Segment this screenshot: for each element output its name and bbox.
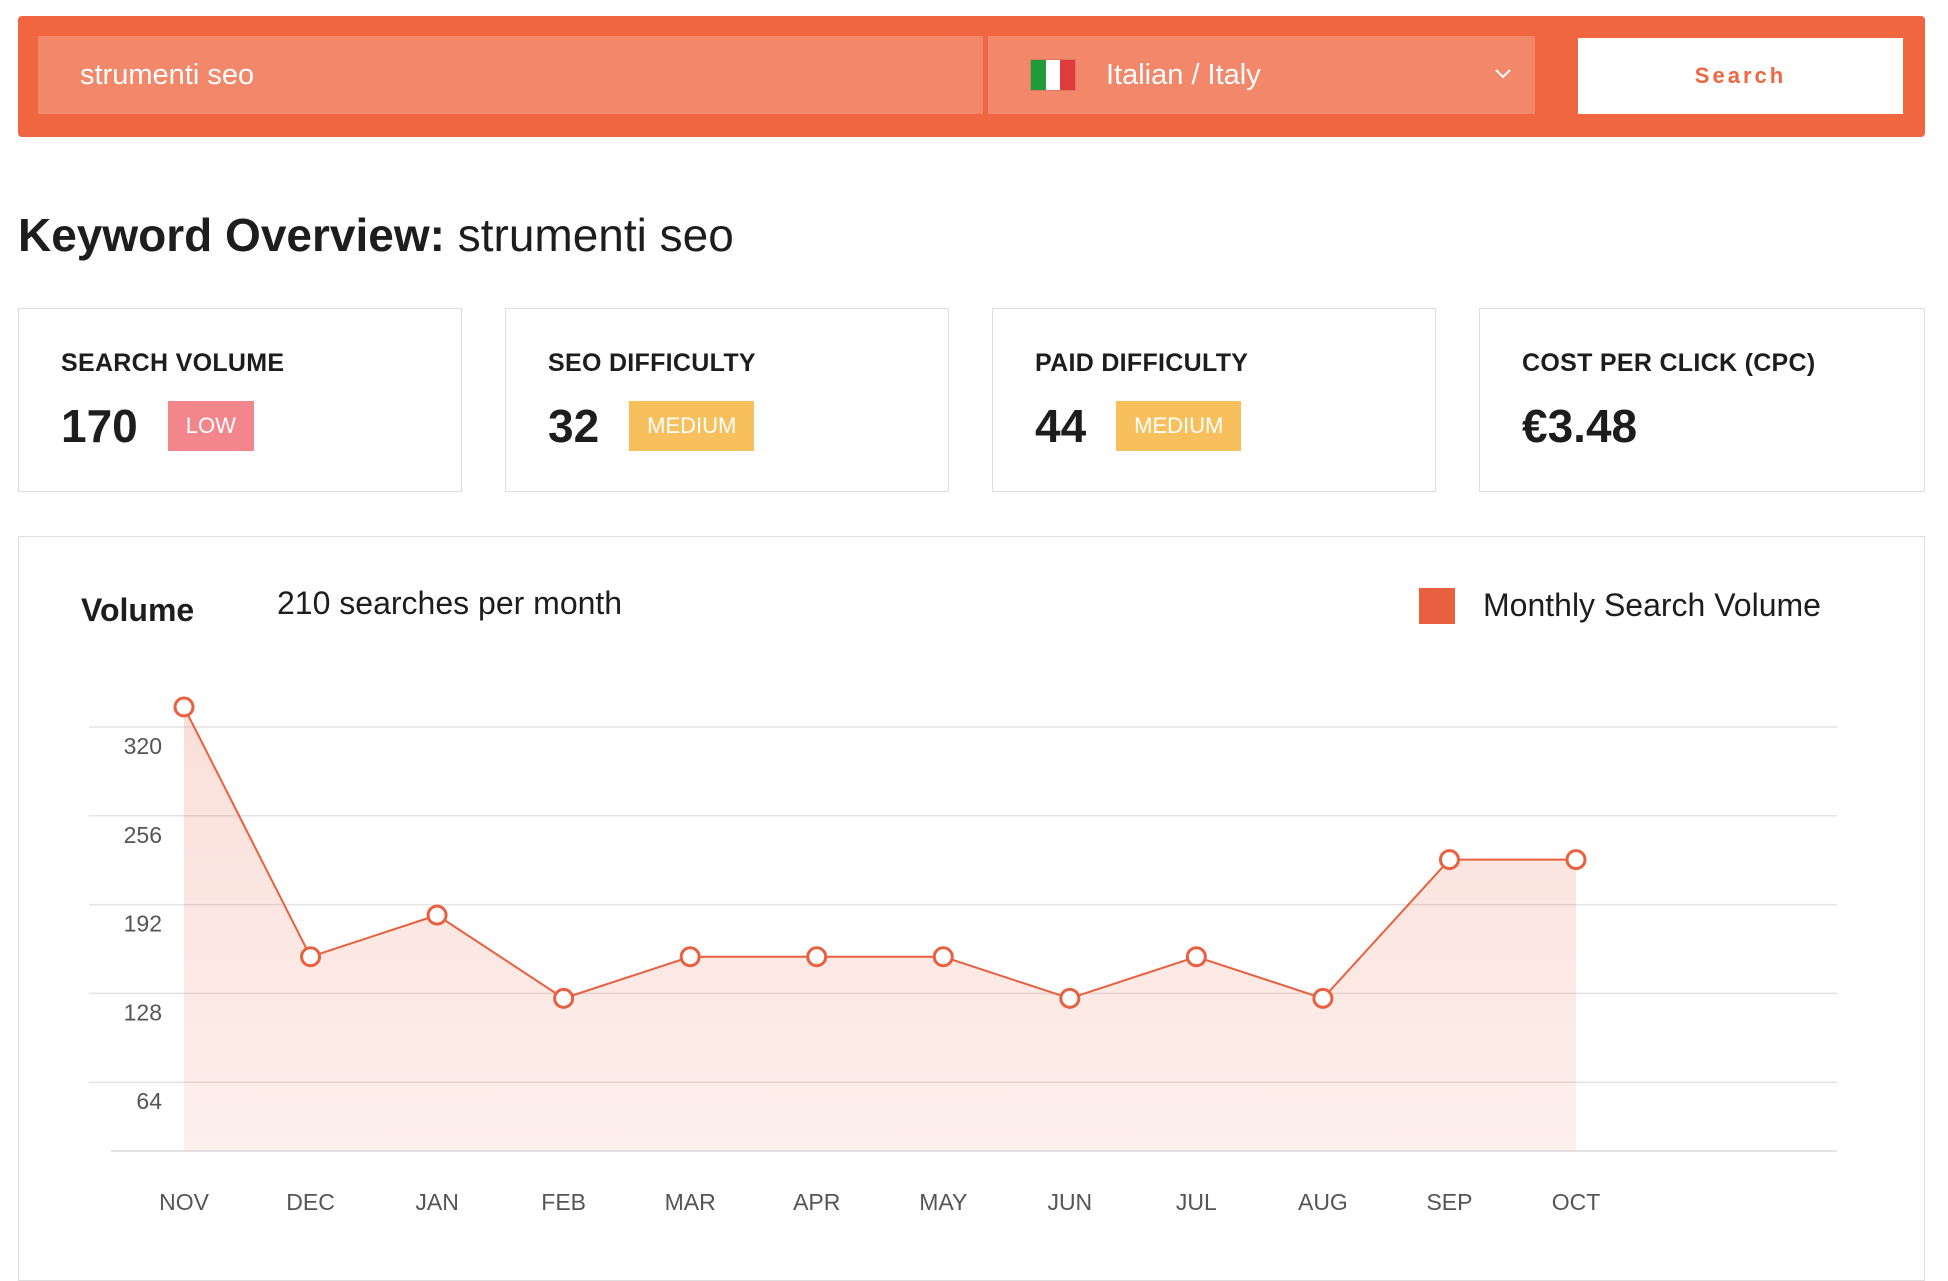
keyword-input[interactable] bbox=[38, 36, 983, 114]
metric-value: 32 bbox=[548, 400, 600, 452]
volume-chart-card: Volume 210 searches per month Monthly Se… bbox=[18, 536, 1925, 1281]
y-tick-label: 64 bbox=[136, 1088, 162, 1114]
data-point bbox=[173, 696, 195, 718]
paid-difficulty-card: PAID DIFFICULTY 44 MEDIUM bbox=[992, 308, 1436, 492]
seo-difficulty-card: SEO DIFFICULTY 32 MEDIUM bbox=[505, 308, 949, 492]
metric-label: COST PER CLICK (CPC) bbox=[1522, 349, 1816, 377]
search-bar: Italian / Italy Search bbox=[18, 16, 1925, 137]
page-title-label: Keyword Overview: bbox=[18, 209, 445, 261]
italy-flag-icon bbox=[1030, 59, 1076, 91]
data-point bbox=[553, 987, 575, 1009]
data-point bbox=[1185, 946, 1207, 968]
series-area bbox=[184, 707, 1576, 1151]
metric-value: 170 bbox=[61, 400, 138, 452]
x-tick-label: OCT bbox=[1552, 1189, 1601, 1215]
x-tick-label: JUN bbox=[1047, 1189, 1092, 1215]
difficulty-badge: LOW bbox=[167, 401, 254, 451]
page-title-keyword: strumenti seo bbox=[457, 209, 734, 261]
x-tick-label: AUG bbox=[1298, 1189, 1348, 1215]
data-point bbox=[300, 946, 322, 968]
search-button[interactable]: Search bbox=[1578, 38, 1903, 114]
series-line bbox=[183, 706, 1576, 1000]
chevron-down-icon bbox=[1495, 69, 1511, 79]
chart-title: Volume bbox=[81, 592, 195, 628]
data-point bbox=[426, 904, 448, 926]
metric-label: SEARCH VOLUME bbox=[61, 349, 285, 377]
metric-value: 44 bbox=[1035, 400, 1087, 452]
data-point bbox=[1312, 987, 1334, 1009]
x-tick-label: DEC bbox=[286, 1189, 335, 1215]
language-select[interactable]: Italian / Italy bbox=[988, 36, 1535, 114]
cpc-card: COST PER CLICK (CPC) €3.48 bbox=[1479, 308, 1925, 492]
data-point bbox=[806, 946, 828, 968]
data-point bbox=[1565, 849, 1587, 871]
metric-label: PAID DIFFICULTY bbox=[1035, 349, 1249, 377]
data-point bbox=[932, 946, 954, 968]
legend-swatch bbox=[1419, 587, 1455, 624]
chart-legend: Monthly Search Volume bbox=[1419, 587, 1821, 624]
y-tick-label: 320 bbox=[124, 733, 162, 759]
search-volume-card: SEARCH VOLUME 170 LOW bbox=[18, 308, 462, 492]
x-tick-label: NOV bbox=[159, 1189, 210, 1215]
x-tick-label: JUL bbox=[1176, 1189, 1217, 1215]
metric-label: SEO DIFFICULTY bbox=[548, 349, 756, 377]
volume-chart: 64 128 192 256 320 NOV DEC JAN FEB MAR APR MAY JUN JU… bbox=[89, 696, 1837, 1215]
x-tick-label: MAY bbox=[919, 1189, 967, 1215]
x-tick-label: APR bbox=[793, 1189, 840, 1215]
x-tick-label: JAN bbox=[415, 1189, 458, 1215]
data-point bbox=[1059, 987, 1081, 1009]
chart-subtitle: 210 searches per month bbox=[277, 585, 623, 621]
metric-value: €3.48 bbox=[1522, 400, 1638, 452]
difficulty-badge: MEDIUM bbox=[629, 401, 755, 451]
page-title: Keyword Overview: strumenti seo bbox=[18, 208, 734, 262]
data-point bbox=[679, 946, 701, 968]
y-tick-label: 256 bbox=[124, 822, 162, 848]
x-tick-label: SEP bbox=[1426, 1189, 1472, 1215]
data-point bbox=[1438, 849, 1460, 871]
y-tick-label: 192 bbox=[124, 911, 162, 937]
x-tick-label: FEB bbox=[541, 1189, 586, 1215]
x-tick-label: MAR bbox=[665, 1189, 716, 1215]
y-tick-label: 128 bbox=[124, 999, 162, 1025]
language-label: Italian / Italy bbox=[1106, 58, 1261, 91]
legend-label: Monthly Search Volume bbox=[1483, 587, 1821, 623]
difficulty-badge: MEDIUM bbox=[1116, 401, 1242, 451]
